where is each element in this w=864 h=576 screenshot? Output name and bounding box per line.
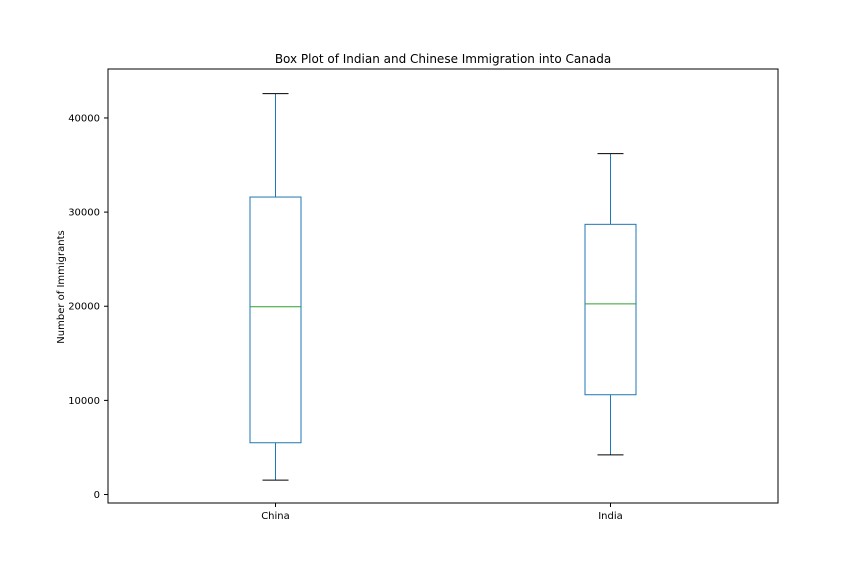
iqr-box xyxy=(249,196,302,444)
chart-title: Box Plot of Indian and Chinese Immigrati… xyxy=(275,52,611,66)
x-tick-label: India xyxy=(598,511,623,522)
y-axis-ticks: 0 10000 20000 30000 40000 xyxy=(68,113,108,501)
box-series xyxy=(249,93,637,481)
x-axis-ticks: China India xyxy=(261,503,623,522)
y-tick-label: 0 xyxy=(94,490,100,501)
y-axis-label: Number of Immigrants xyxy=(56,230,67,343)
plot-area-frame xyxy=(107,68,779,504)
box-china xyxy=(249,93,302,481)
iqr-box xyxy=(584,223,637,396)
y-tick-label: 10000 xyxy=(68,396,100,407)
y-tick-label: 30000 xyxy=(68,208,100,219)
y-tick-label: 20000 xyxy=(68,302,100,313)
x-tick-label: China xyxy=(261,511,290,522)
y-tick-label: 40000 xyxy=(68,113,100,124)
box-india xyxy=(584,153,637,456)
